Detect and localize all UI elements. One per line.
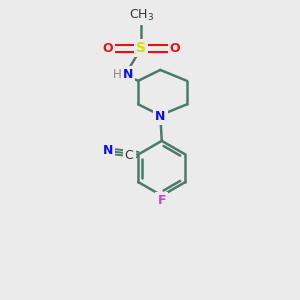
Text: S: S (136, 41, 146, 56)
Text: O: O (170, 42, 180, 55)
Text: CH$_3$: CH$_3$ (129, 8, 154, 22)
Text: H: H (113, 68, 122, 81)
Text: F: F (158, 194, 166, 207)
Text: C: C (125, 149, 134, 162)
Text: N: N (103, 144, 113, 157)
Text: N: N (123, 68, 133, 81)
Text: N: N (155, 110, 166, 123)
Text: O: O (102, 42, 112, 55)
